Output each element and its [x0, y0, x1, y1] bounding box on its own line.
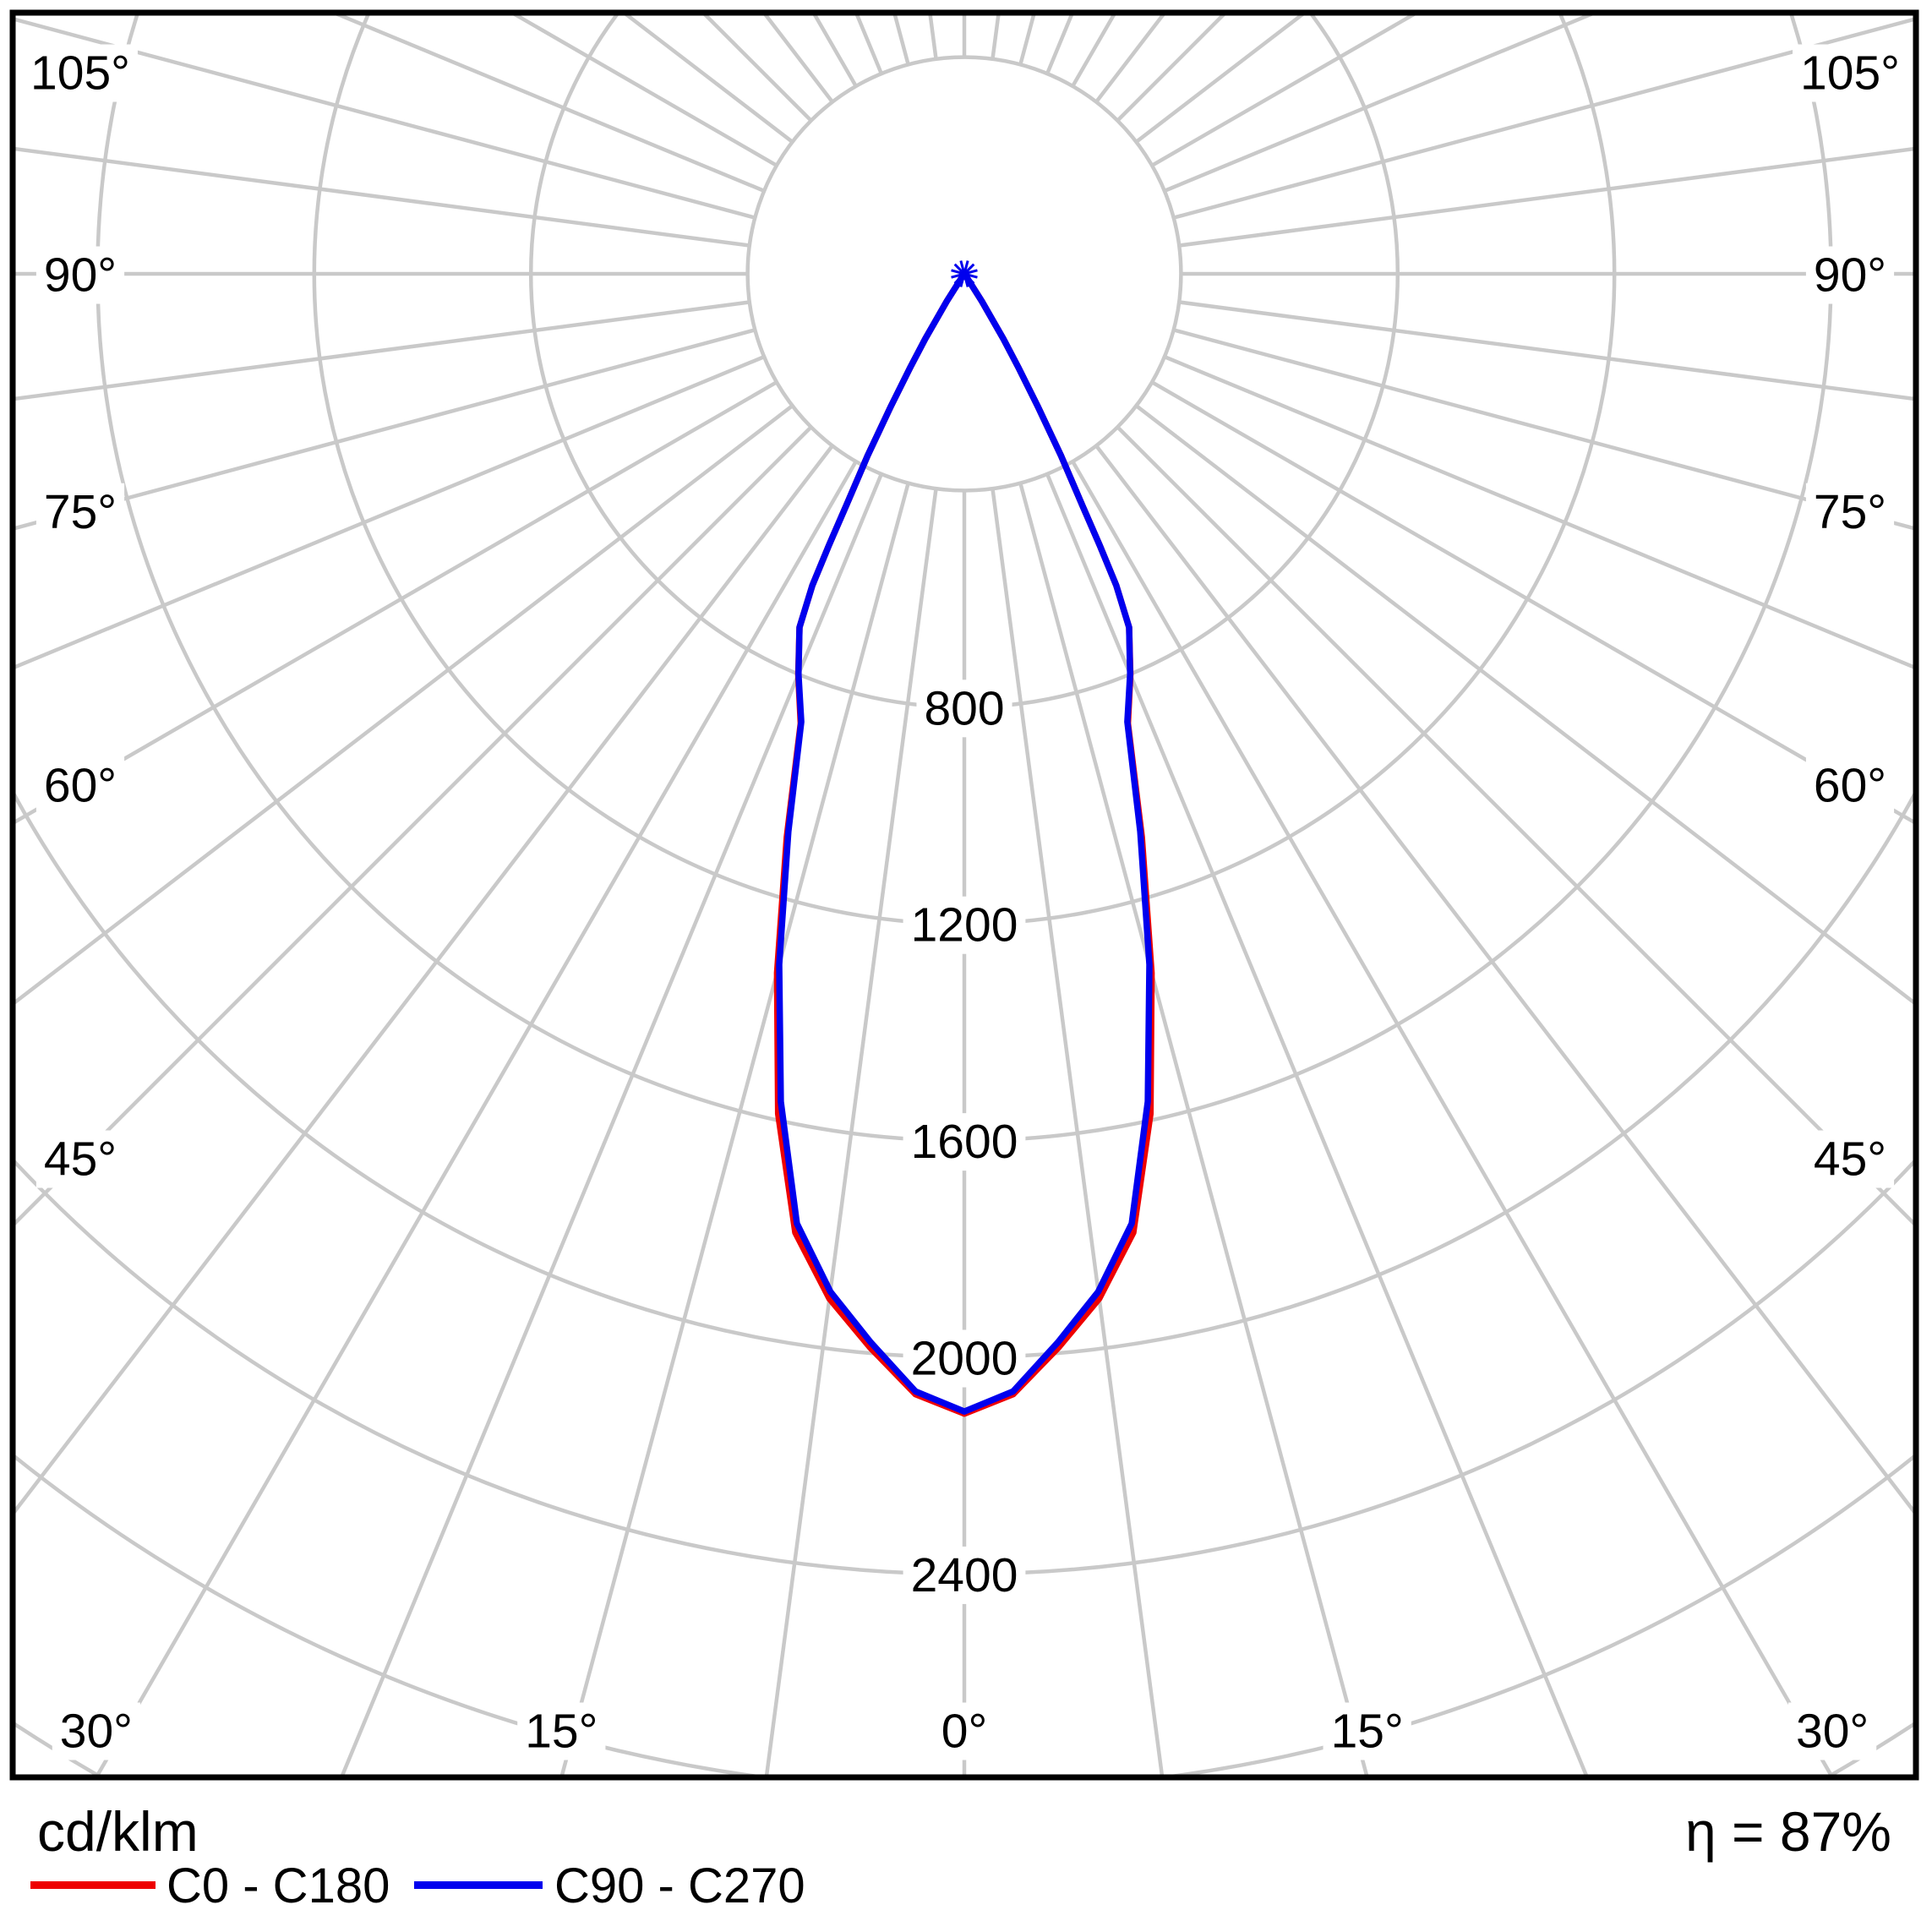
angle-label-left-30: 30°: [52, 1702, 140, 1760]
svg-text:2400: 2400: [911, 1548, 1018, 1602]
svg-text:105°: 105°: [1800, 46, 1900, 101]
legend-label-c90-c270: C90 - C270: [554, 1858, 805, 1913]
svg-text:90°: 90°: [1814, 248, 1886, 303]
angle-label-right-75: 75°: [1805, 483, 1895, 541]
radial-label-2400: 2400: [903, 1546, 1026, 1604]
svg-text:90°: 90°: [44, 248, 117, 303]
grid-ray-37.5: [1094, 445, 1913, 1514]
grid-ray-105: [1173, 17, 1913, 220]
svg-text:800: 800: [924, 681, 1004, 735]
grid-ray--30: [96, 460, 858, 1775]
svg-text:45°: 45°: [44, 1132, 117, 1187]
grid-ray--112.5: [336, 15, 765, 193]
plot-frame: [9, 9, 1919, 1781]
grid-ray-15: [1018, 483, 1369, 1775]
grid-ray-30: [1071, 460, 1833, 1775]
grid-ray--7.5: [764, 488, 938, 1775]
center-marker: [951, 260, 978, 287]
legend-label-c0-c180: C0 - C180: [166, 1858, 390, 1913]
grid-ray--37.5: [15, 445, 834, 1514]
grid-ray--15: [559, 483, 910, 1775]
radial-label-800: 800: [916, 679, 1012, 738]
grid-ray-52.5: [1135, 404, 1913, 1005]
grid-ray-75: [1173, 328, 1913, 531]
radial-label-1600: 1600: [903, 1113, 1026, 1171]
grid-ray--105: [15, 17, 756, 220]
grid-ray--60: [15, 380, 778, 824]
angle-label-0: 0°: [933, 1702, 996, 1760]
grid-ray--67.5: [15, 355, 765, 669]
angle-label-right-90: 90°: [1805, 246, 1895, 304]
svg-text:30°: 30°: [1796, 1705, 1869, 1759]
grid-ray-82.5: [1178, 300, 1913, 401]
svg-text:75°: 75°: [1814, 485, 1886, 539]
grid-ray--45: [15, 425, 813, 1225]
angle-label-right-60: 60°: [1805, 756, 1895, 815]
angle-label-right-45: 45°: [1805, 1130, 1895, 1188]
grid-ray--75: [15, 328, 756, 531]
grid-ray-112.5: [1164, 15, 1593, 193]
angle-label-right-105: 105°: [1793, 44, 1907, 102]
svg-text:60°: 60°: [44, 758, 117, 812]
angle-label-left-60: 60°: [35, 756, 125, 815]
grid-ray--97.5: [15, 146, 750, 248]
radial-axis-labels: 800 1200 1600 2000 2400: [903, 679, 1026, 1604]
svg-text:15°: 15°: [525, 1705, 598, 1759]
unit-label: cd/klm: [37, 1800, 199, 1863]
angle-label-right-30: 30°: [1788, 1702, 1877, 1760]
efficiency-label: η = 87%: [1684, 1800, 1891, 1863]
svg-text:105°: 105°: [30, 46, 130, 101]
angle-label-left-90: 90°: [35, 246, 125, 304]
grid-ray--82.5: [15, 300, 750, 401]
svg-text:60°: 60°: [1814, 758, 1886, 812]
grid-ray-67.5: [1164, 355, 1913, 669]
radial-label-2000: 2000: [903, 1329, 1026, 1388]
legend-line-c0-c180: [30, 1881, 156, 1889]
series-path-c90-c270: [776, 270, 1153, 1415]
angle-label-left-45: 45°: [35, 1130, 125, 1188]
grid-ray--52.5: [15, 404, 794, 1005]
svg-text:2000: 2000: [911, 1332, 1018, 1386]
svg-text:15°: 15°: [1331, 1705, 1404, 1759]
svg-text:75°: 75°: [44, 485, 117, 539]
radial-label-1200: 1200: [903, 896, 1026, 954]
svg-text:45°: 45°: [1814, 1132, 1886, 1187]
grid-ray-97.5: [1178, 146, 1913, 248]
grid-ray--22.5: [341, 473, 883, 1775]
angle-label-left-15: 15°: [517, 1702, 606, 1760]
svg-text:1600: 1600: [911, 1115, 1018, 1169]
grid-ray-7.5: [991, 488, 1165, 1775]
svg-text:30°: 30°: [60, 1705, 133, 1759]
grid-ray-45: [1116, 425, 1913, 1225]
grid-ray-60: [1150, 380, 1913, 824]
angle-axis-labels: 45° 45° 60° 60° 75° 75° 90° 90° 105° 105° 15° 15° 30…: [23, 44, 1907, 1760]
grid-ray-22.5: [1045, 473, 1588, 1775]
svg-text:1200: 1200: [911, 898, 1018, 952]
legend-line-c90-c270: [414, 1881, 543, 1889]
angle-label-right-15: 15°: [1323, 1702, 1411, 1760]
svg-text:0°: 0°: [941, 1705, 988, 1759]
angle-label-left-75: 75°: [35, 483, 125, 541]
angle-label-left-105: 105°: [23, 44, 138, 102]
